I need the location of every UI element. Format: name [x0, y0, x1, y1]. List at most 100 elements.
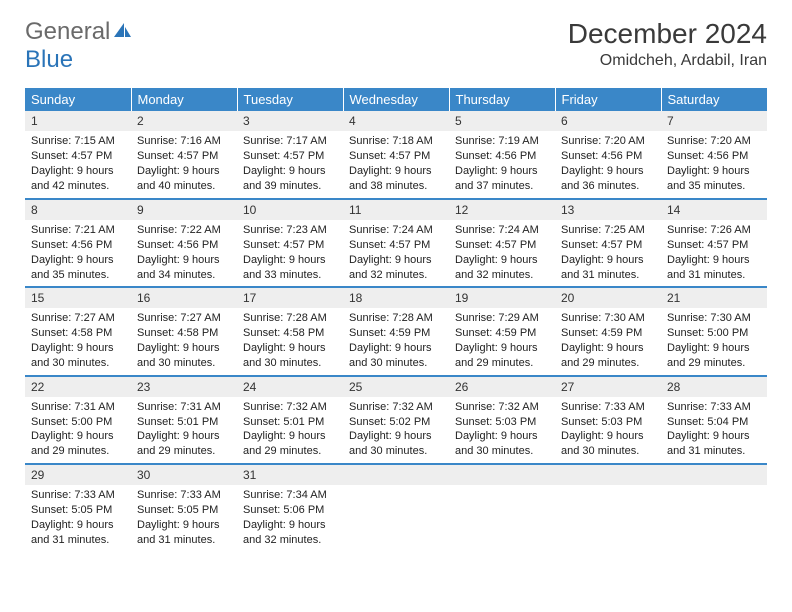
calendar-cell: 18Sunrise: 7:28 AMSunset: 4:59 PMDayligh…: [343, 287, 449, 375]
sunrise-text: Sunrise: 7:22 AM: [137, 223, 231, 238]
sunrise-text: Sunrise: 7:19 AM: [455, 134, 549, 149]
day-number: 17: [237, 288, 343, 308]
calendar-cell: 29Sunrise: 7:33 AMSunset: 5:05 PMDayligh…: [25, 464, 131, 552]
day-details: Sunrise: 7:30 AMSunset: 5:00 PMDaylight:…: [661, 308, 767, 374]
sunset-text: Sunset: 5:00 PM: [31, 415, 125, 430]
calendar-cell: [661, 464, 767, 552]
day-details: Sunrise: 7:20 AMSunset: 4:56 PMDaylight:…: [661, 131, 767, 197]
calendar-cell: 5Sunrise: 7:19 AMSunset: 4:56 PMDaylight…: [449, 111, 555, 199]
calendar-cell: [449, 464, 555, 552]
daylight-text: Daylight: 9 hours and 30 minutes.: [349, 341, 443, 371]
day-number: 3: [237, 111, 343, 131]
day-details: Sunrise: 7:16 AMSunset: 4:57 PMDaylight:…: [131, 131, 237, 197]
day-number: 26: [449, 377, 555, 397]
sunset-text: Sunset: 4:56 PM: [561, 149, 655, 164]
sunrise-text: Sunrise: 7:16 AM: [137, 134, 231, 149]
daylight-text: Daylight: 9 hours and 36 minutes.: [561, 164, 655, 194]
daylight-text: Daylight: 9 hours and 31 minutes.: [667, 253, 761, 283]
calendar-cell: 3Sunrise: 7:17 AMSunset: 4:57 PMDaylight…: [237, 111, 343, 199]
sunrise-text: Sunrise: 7:32 AM: [455, 400, 549, 415]
sunset-text: Sunset: 4:57 PM: [31, 149, 125, 164]
daylight-text: Daylight: 9 hours and 32 minutes.: [455, 253, 549, 283]
daylight-text: Daylight: 9 hours and 40 minutes.: [137, 164, 231, 194]
day-number: 5: [449, 111, 555, 131]
day-number: 18: [343, 288, 449, 308]
sunset-text: Sunset: 5:01 PM: [137, 415, 231, 430]
calendar-cell: 24Sunrise: 7:32 AMSunset: 5:01 PMDayligh…: [237, 376, 343, 464]
sunset-text: Sunset: 5:03 PM: [455, 415, 549, 430]
sunset-text: Sunset: 5:06 PM: [243, 503, 337, 518]
sunrise-text: Sunrise: 7:26 AM: [667, 223, 761, 238]
day-number: 19: [449, 288, 555, 308]
calendar-cell: 22Sunrise: 7:31 AMSunset: 5:00 PMDayligh…: [25, 376, 131, 464]
calendar-cell: 15Sunrise: 7:27 AMSunset: 4:58 PMDayligh…: [25, 287, 131, 375]
calendar-table: Sunday Monday Tuesday Wednesday Thursday…: [25, 88, 767, 552]
day-number: 27: [555, 377, 661, 397]
calendar-cell: 16Sunrise: 7:27 AMSunset: 4:58 PMDayligh…: [131, 287, 237, 375]
sunrise-text: Sunrise: 7:23 AM: [243, 223, 337, 238]
day-details: Sunrise: 7:32 AMSunset: 5:03 PMDaylight:…: [449, 397, 555, 463]
daylight-text: Daylight: 9 hours and 30 minutes.: [349, 429, 443, 459]
calendar-cell: 14Sunrise: 7:26 AMSunset: 4:57 PMDayligh…: [661, 199, 767, 287]
day-details: Sunrise: 7:18 AMSunset: 4:57 PMDaylight:…: [343, 131, 449, 197]
daylight-text: Daylight: 9 hours and 32 minutes.: [243, 518, 337, 548]
sunrise-text: Sunrise: 7:31 AM: [31, 400, 125, 415]
calendar-cell: 21Sunrise: 7:30 AMSunset: 5:00 PMDayligh…: [661, 287, 767, 375]
daylight-text: Daylight: 9 hours and 29 minutes.: [667, 341, 761, 371]
day-number: 25: [343, 377, 449, 397]
sunset-text: Sunset: 4:56 PM: [667, 149, 761, 164]
day-number: 31: [237, 465, 343, 485]
sunset-text: Sunset: 4:58 PM: [137, 326, 231, 341]
day-details: Sunrise: 7:27 AMSunset: 4:58 PMDaylight:…: [25, 308, 131, 374]
calendar-cell: 10Sunrise: 7:23 AMSunset: 4:57 PMDayligh…: [237, 199, 343, 287]
calendar-cell: 2Sunrise: 7:16 AMSunset: 4:57 PMDaylight…: [131, 111, 237, 199]
daylight-text: Daylight: 9 hours and 31 minutes.: [561, 253, 655, 283]
logo: General Blue: [25, 18, 132, 74]
sunset-text: Sunset: 5:05 PM: [137, 503, 231, 518]
empty-day-header: [449, 465, 555, 485]
sunrise-text: Sunrise: 7:31 AM: [137, 400, 231, 415]
calendar-cell: 7Sunrise: 7:20 AMSunset: 4:56 PMDaylight…: [661, 111, 767, 199]
day-number: 10: [237, 200, 343, 220]
sunrise-text: Sunrise: 7:20 AM: [561, 134, 655, 149]
day-details: Sunrise: 7:15 AMSunset: 4:57 PMDaylight:…: [25, 131, 131, 197]
daylight-text: Daylight: 9 hours and 31 minutes.: [31, 518, 125, 548]
day-details: Sunrise: 7:21 AMSunset: 4:56 PMDaylight:…: [25, 220, 131, 286]
day-number: 20: [555, 288, 661, 308]
month-title: December 2024: [568, 18, 767, 50]
sunrise-text: Sunrise: 7:27 AM: [137, 311, 231, 326]
daylight-text: Daylight: 9 hours and 31 minutes.: [137, 518, 231, 548]
calendar-row: 29Sunrise: 7:33 AMSunset: 5:05 PMDayligh…: [25, 464, 767, 552]
day-number: 6: [555, 111, 661, 131]
calendar-cell: 27Sunrise: 7:33 AMSunset: 5:03 PMDayligh…: [555, 376, 661, 464]
logo-text-blue: Blue: [25, 46, 73, 73]
daylight-text: Daylight: 9 hours and 37 minutes.: [455, 164, 549, 194]
day-number: 29: [25, 465, 131, 485]
weekday-header-row: Sunday Monday Tuesday Wednesday Thursday…: [25, 88, 767, 111]
daylight-text: Daylight: 9 hours and 35 minutes.: [31, 253, 125, 283]
calendar-cell: 28Sunrise: 7:33 AMSunset: 5:04 PMDayligh…: [661, 376, 767, 464]
calendar-cell: 30 Sunrise: 7:33 AMSunset: 5:05 PMDayligh…: [131, 464, 237, 552]
sunrise-text: Sunrise: 7:33 AM: [137, 488, 231, 503]
sunset-text: Sunset: 4:57 PM: [243, 238, 337, 253]
calendar-row: 1Sunrise: 7:15 AMSunset: 4:57 PMDaylight…: [25, 111, 767, 199]
sunrise-text: Sunrise: 7:27 AM: [31, 311, 125, 326]
weekday-header: Thursday: [449, 88, 555, 111]
calendar-cell: 1Sunrise: 7:15 AMSunset: 4:57 PMDaylight…: [25, 111, 131, 199]
day-details: Sunrise: 7:20 AMSunset: 4:56 PMDaylight:…: [555, 131, 661, 197]
day-details: Sunrise: 7:29 AMSunset: 4:59 PMDaylight:…: [449, 308, 555, 374]
calendar-cell: 11Sunrise: 7:24 AMSunset: 4:57 PMDayligh…: [343, 199, 449, 287]
calendar-row: 22Sunrise: 7:31 AMSunset: 5:00 PMDayligh…: [25, 376, 767, 464]
calendar-cell: 17Sunrise: 7:28 AMSunset: 4:58 PMDayligh…: [237, 287, 343, 375]
sunset-text: Sunset: 4:59 PM: [349, 326, 443, 341]
sunrise-text: Sunrise: 7:24 AM: [455, 223, 549, 238]
title-block: December 2024 Omidcheh, Ardabil, Iran: [568, 18, 767, 70]
day-details: Sunrise: 7:28 AMSunset: 4:59 PMDaylight:…: [343, 308, 449, 374]
day-number: 30: [131, 465, 237, 485]
sunset-text: Sunset: 4:59 PM: [561, 326, 655, 341]
calendar-cell: 25Sunrise: 7:32 AMSunset: 5:02 PMDayligh…: [343, 376, 449, 464]
calendar-row: 15Sunrise: 7:27 AMSunset: 4:58 PMDayligh…: [25, 287, 767, 375]
day-details: Sunrise: 7:22 AMSunset: 4:56 PMDaylight:…: [131, 220, 237, 286]
daylight-text: Daylight: 9 hours and 29 minutes.: [455, 341, 549, 371]
sunset-text: Sunset: 4:59 PM: [455, 326, 549, 341]
